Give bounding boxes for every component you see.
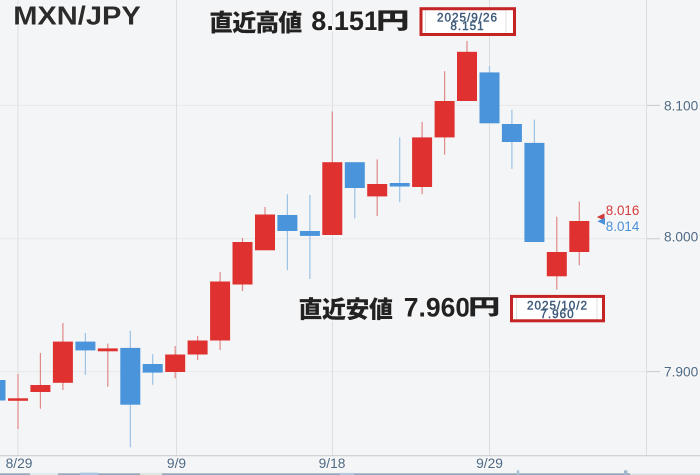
svg-text:MXN/JPY: MXN/JPY [13,1,141,30]
svg-text:8.014: 8.014 [606,219,640,234]
svg-text:7.960: 7.960 [540,308,574,321]
svg-text:9/29: 9/29 [476,456,503,471]
svg-text:2025/10/2: 2025/10/2 [527,300,588,313]
svg-text:7.960: 7.960 [404,292,470,322]
svg-text:8.016: 8.016 [606,203,640,218]
svg-text:2025/9/26: 2025/9/26 [437,11,498,24]
svg-text:9/18: 9/18 [319,456,346,471]
svg-text:8.000: 8.000 [664,230,699,245]
svg-text:8/29: 8/29 [6,456,33,471]
svg-text:8.151: 8.151 [450,20,484,33]
svg-text:7.900: 7.900 [664,364,699,379]
svg-text:8.100: 8.100 [664,98,699,113]
svg-text:9/9: 9/9 [167,456,187,471]
svg-text:8.151: 8.151 [311,6,379,36]
